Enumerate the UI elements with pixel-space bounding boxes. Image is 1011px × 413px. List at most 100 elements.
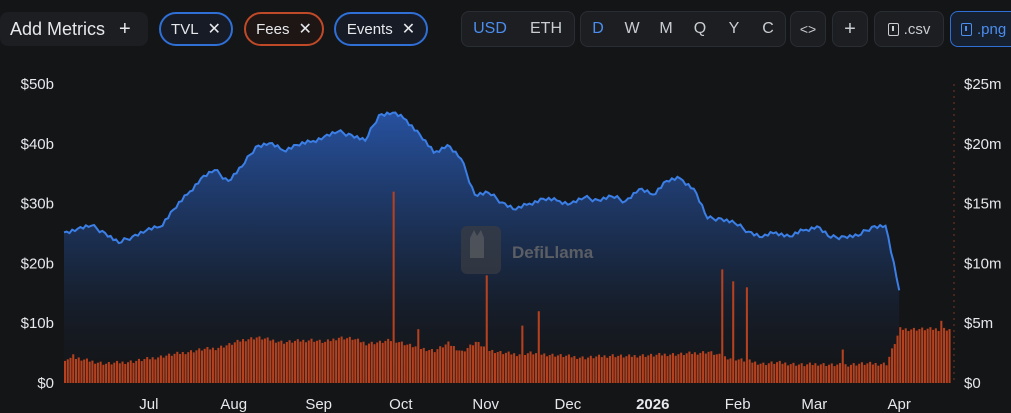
fees-bar xyxy=(263,338,266,383)
fees-bar xyxy=(291,342,294,383)
currency-option-eth[interactable]: ETH xyxy=(530,20,562,37)
fees-bar xyxy=(428,350,431,383)
x-axis-tick-label: Aug xyxy=(220,396,247,413)
fees-bar xyxy=(636,357,639,383)
fees-bar xyxy=(770,361,773,383)
fees-bar xyxy=(921,327,924,383)
fees-bar xyxy=(329,341,332,383)
fees-bar xyxy=(652,356,655,383)
tvl-fees-chart[interactable]: $0 $10b $20b $30b $40b $50b $0 $5m $10m $15m $20m… xyxy=(0,60,1011,413)
add-chart-button[interactable]: + xyxy=(832,11,868,47)
period-option-y[interactable]: Y xyxy=(728,20,740,37)
fees-bar xyxy=(485,275,488,383)
fees-bar xyxy=(91,360,94,383)
period-option-w[interactable]: W xyxy=(624,20,640,37)
fees-bar xyxy=(357,338,360,383)
fees-bar xyxy=(704,353,707,383)
fees-bar xyxy=(710,351,713,383)
fees-bar xyxy=(828,364,831,383)
fees-bar xyxy=(488,350,491,383)
period-option-q[interactable]: Q xyxy=(693,20,707,37)
fees-bar xyxy=(877,365,880,383)
fees-bar xyxy=(417,329,420,383)
fees-bar xyxy=(570,357,573,383)
right-axis-tick-label: $5m xyxy=(964,315,993,332)
left-axis-tick-label: $30b xyxy=(21,196,54,213)
fees-bar xyxy=(206,347,209,383)
fees-bar xyxy=(203,348,206,383)
fees-bar xyxy=(838,363,842,383)
fees-bar xyxy=(650,353,653,383)
fees-bar xyxy=(658,353,661,383)
fees-bar xyxy=(231,344,234,383)
fees-bar xyxy=(551,353,554,383)
fees-bar xyxy=(869,361,872,383)
chart-toolbar: Add Metrics + TVL ✕ Fees ✕ Events ✕ USD … xyxy=(0,0,1011,60)
fees-bar xyxy=(242,339,245,383)
fees-bar xyxy=(430,348,434,383)
fees-bar xyxy=(934,328,937,383)
fees-bar xyxy=(948,329,951,383)
fees-bar xyxy=(680,352,683,383)
fees-bar xyxy=(496,352,499,383)
download-csv-button[interactable]: .csv xyxy=(874,11,944,47)
fees-bar xyxy=(94,363,97,383)
fees-bar xyxy=(269,340,272,383)
fees-bar xyxy=(472,345,475,383)
metric-pill-events[interactable]: Events ✕ xyxy=(334,12,428,46)
period-option-c[interactable]: C xyxy=(762,20,774,37)
fees-bar xyxy=(510,354,513,383)
fees-bar xyxy=(113,362,116,383)
fees-bar xyxy=(524,354,527,383)
x-axis-tick-label: Apr xyxy=(888,396,911,413)
period-option-d[interactable]: D xyxy=(592,20,604,37)
fees-bars xyxy=(64,191,951,383)
right-axis-tick-label: $15m xyxy=(964,196,1002,213)
fees-bar xyxy=(844,364,847,383)
fees-bar xyxy=(559,354,562,383)
fees-bar xyxy=(354,339,357,383)
left-axis-tick-label: $0 xyxy=(37,375,54,392)
fees-bar xyxy=(860,362,863,383)
fees-bar xyxy=(822,363,825,383)
fees-bar xyxy=(135,360,138,383)
fees-bar xyxy=(504,352,507,383)
add-metrics-button[interactable]: Add Metrics + xyxy=(0,12,148,46)
fees-bar xyxy=(307,340,310,383)
fees-bar xyxy=(346,338,349,383)
fees-bar xyxy=(929,327,932,383)
fees-bar xyxy=(444,344,447,383)
currency-option-usd[interactable]: USD xyxy=(473,20,507,37)
fees-bar xyxy=(107,361,110,383)
fees-bar xyxy=(387,338,390,383)
fees-bar xyxy=(105,363,108,383)
csv-label: .csv xyxy=(903,20,931,38)
metric-pill-fees[interactable]: Fees ✕ xyxy=(244,12,324,46)
fees-bar xyxy=(168,353,171,383)
close-icon[interactable]: ✕ xyxy=(298,21,312,38)
fees-bar xyxy=(236,339,239,383)
close-icon[interactable]: ✕ xyxy=(401,21,416,38)
embed-button[interactable]: <> xyxy=(790,11,826,47)
fees-bar xyxy=(819,364,822,383)
fees-bar xyxy=(129,360,132,383)
close-icon[interactable]: ✕ xyxy=(207,21,221,38)
fees-bar xyxy=(398,342,401,383)
fees-bar xyxy=(778,360,781,383)
fees-bar xyxy=(589,355,592,383)
fees-bar xyxy=(773,363,776,383)
fees-bar xyxy=(110,364,113,383)
fees-bar xyxy=(789,364,792,383)
metric-pill-tvl[interactable]: TVL ✕ xyxy=(159,12,233,46)
fees-bar xyxy=(359,342,362,383)
left-y-axis: $0 $10b $20b $30b $40b $50b xyxy=(21,76,54,392)
fees-bar xyxy=(217,347,220,383)
period-option-m[interactable]: M xyxy=(659,20,673,37)
fees-bar xyxy=(803,366,806,383)
fees-bar xyxy=(118,363,121,383)
fees-bar xyxy=(562,357,565,383)
fees-bar xyxy=(159,355,162,383)
fees-bar xyxy=(814,363,817,383)
download-png-button[interactable]: .png xyxy=(950,11,1011,47)
fees-bar xyxy=(521,325,524,383)
